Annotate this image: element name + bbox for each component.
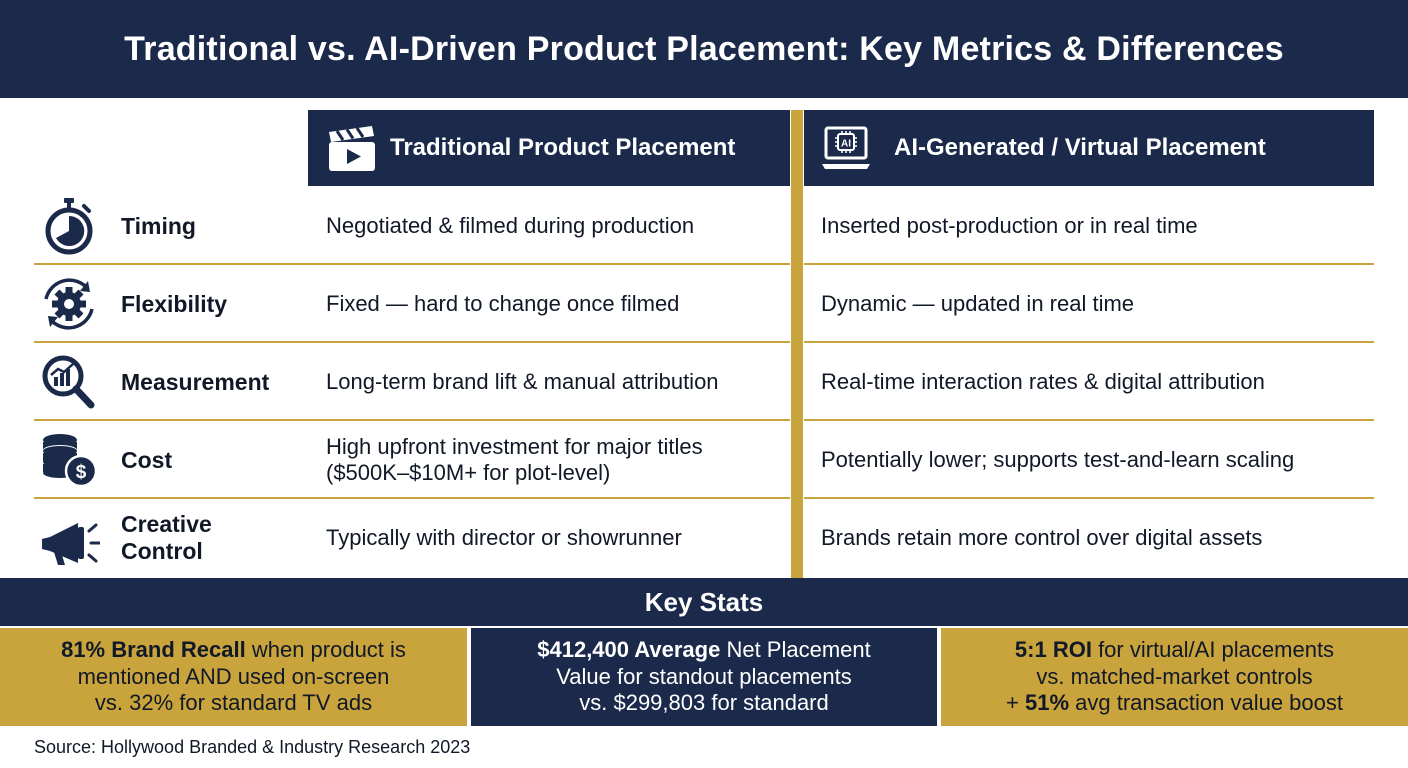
table-row: $ Cost High upfront investment for major… xyxy=(0,421,1408,499)
stat-highlight: 51% xyxy=(1024,690,1070,716)
svg-text:$: $ xyxy=(76,462,87,483)
ai-laptop-icon: AI xyxy=(822,126,870,169)
row-label-cost: Cost xyxy=(121,446,173,473)
coins-dollar-icon: $ xyxy=(43,434,98,488)
magnifier-chart-icon xyxy=(42,355,95,409)
column-divider xyxy=(791,110,803,578)
row-divider xyxy=(804,497,1374,499)
table-row: Flexibility Fixed — hard to change once … xyxy=(0,265,1408,343)
stat-line: + 51% avg transaction value boost xyxy=(1006,690,1343,717)
key-stats-heading: Key Stats xyxy=(644,586,764,617)
row-label-measurement: Measurement xyxy=(121,368,270,395)
column-header-traditional: Traditional Product Placement xyxy=(308,110,790,186)
stat-card-brand-recall: 81% Brand Recall when product is mention… xyxy=(0,628,467,726)
stat-line: 5:1 ROI for virtual/AI placements xyxy=(1015,637,1334,664)
column-header-traditional-label: Traditional Product Placement xyxy=(390,134,736,161)
gear-refresh-icon xyxy=(44,278,94,330)
title-bar: Traditional vs. AI-Driven Product Placem… xyxy=(0,0,1408,98)
cell-ai-creative-control: Brands retain more control over digital … xyxy=(821,525,1263,550)
column-header-ai-label: AI-Generated / Virtual Placement xyxy=(894,134,1266,161)
cell-traditional-cost-line2: ($500K–$10M+ for plot-level) xyxy=(326,460,611,485)
stat-card-placement-value: $412,400 Average Net Placement Value for… xyxy=(471,628,937,726)
row-label-timing: Timing xyxy=(121,212,196,239)
row-divider xyxy=(34,497,790,499)
cell-traditional-timing: Negotiated & filmed during production xyxy=(326,213,695,238)
stat-line: $412,400 Average Net Placement xyxy=(537,637,870,664)
stat-highlight: 5:1 ROI xyxy=(1014,637,1092,663)
cell-ai-flexibility: Dynamic — updated in real time xyxy=(821,291,1135,316)
clapperboard-icon xyxy=(329,126,375,171)
stat-line: vs. 32% for standard TV ads xyxy=(94,690,373,716)
stat-line: vs. matched-market controls xyxy=(1036,663,1313,689)
row-divider xyxy=(804,263,1374,265)
row-divider xyxy=(804,341,1374,343)
stat-highlight: $412,400 Average xyxy=(537,637,721,663)
table-row: Creative Control Typically with director… xyxy=(0,499,1408,577)
cell-traditional-flexibility: Fixed — hard to change once filmed xyxy=(326,291,680,316)
stat-highlight: 81% Brand Recall xyxy=(61,637,246,663)
stat-text: + xyxy=(1006,690,1025,716)
svg-text:AI: AI xyxy=(841,139,851,150)
stat-line: 81% Brand Recall when product is xyxy=(61,637,406,664)
column-header-ai: AI AI-Generated / Virtual Placement xyxy=(804,110,1374,186)
row-label-creative-control: Creative Control xyxy=(121,499,306,577)
cell-ai-measurement: Real-time interaction rates & digital at… xyxy=(821,369,1265,394)
stat-text: when product is xyxy=(245,637,406,663)
stat-text: for virtual/AI placements xyxy=(1091,637,1335,663)
row-divider xyxy=(34,341,790,343)
table-row: Timing Negotiated & filmed during produc… xyxy=(0,187,1408,265)
cell-ai-timing: Inserted post-production or in real time xyxy=(821,213,1198,238)
row-label-creative-control-line2: Control xyxy=(121,538,203,564)
row-divider xyxy=(804,419,1374,421)
stopwatch-icon xyxy=(45,198,93,255)
stat-text: avg transaction value boost xyxy=(1069,690,1343,716)
stat-line: mentioned AND used on-screen xyxy=(77,663,390,689)
row-label-flexibility: Flexibility xyxy=(121,290,228,317)
cell-traditional-creative-control: Typically with director or showrunner xyxy=(326,525,682,550)
row-label-creative-control-line1: Creative xyxy=(121,511,212,537)
stat-card-roi: 5:1 ROI for virtual/AI placements vs. ma… xyxy=(941,628,1408,726)
stat-line: Value for standout placements xyxy=(556,663,852,689)
cell-traditional-cost: High upfront investment for major titles… xyxy=(326,421,786,499)
cell-traditional-cost-line1: High upfront investment for major titles xyxy=(326,434,703,459)
key-stats-header: Key Stats xyxy=(0,578,1408,626)
stat-line: vs. $299,803 for standard xyxy=(579,690,829,716)
megaphone-icon xyxy=(42,523,100,565)
row-divider xyxy=(34,263,790,265)
table-row: Measurement Long-term brand lift & manua… xyxy=(0,343,1408,421)
cell-traditional-measurement: Long-term brand lift & manual attributio… xyxy=(326,369,719,394)
row-divider xyxy=(34,419,790,421)
stat-text: Net Placement xyxy=(720,637,871,663)
source-note: Source: Hollywood Branded & Industry Res… xyxy=(34,737,471,757)
cell-ai-cost: Potentially lower; supports test-and-lea… xyxy=(821,447,1295,472)
page-title: Traditional vs. AI-Driven Product Placem… xyxy=(124,29,1284,68)
